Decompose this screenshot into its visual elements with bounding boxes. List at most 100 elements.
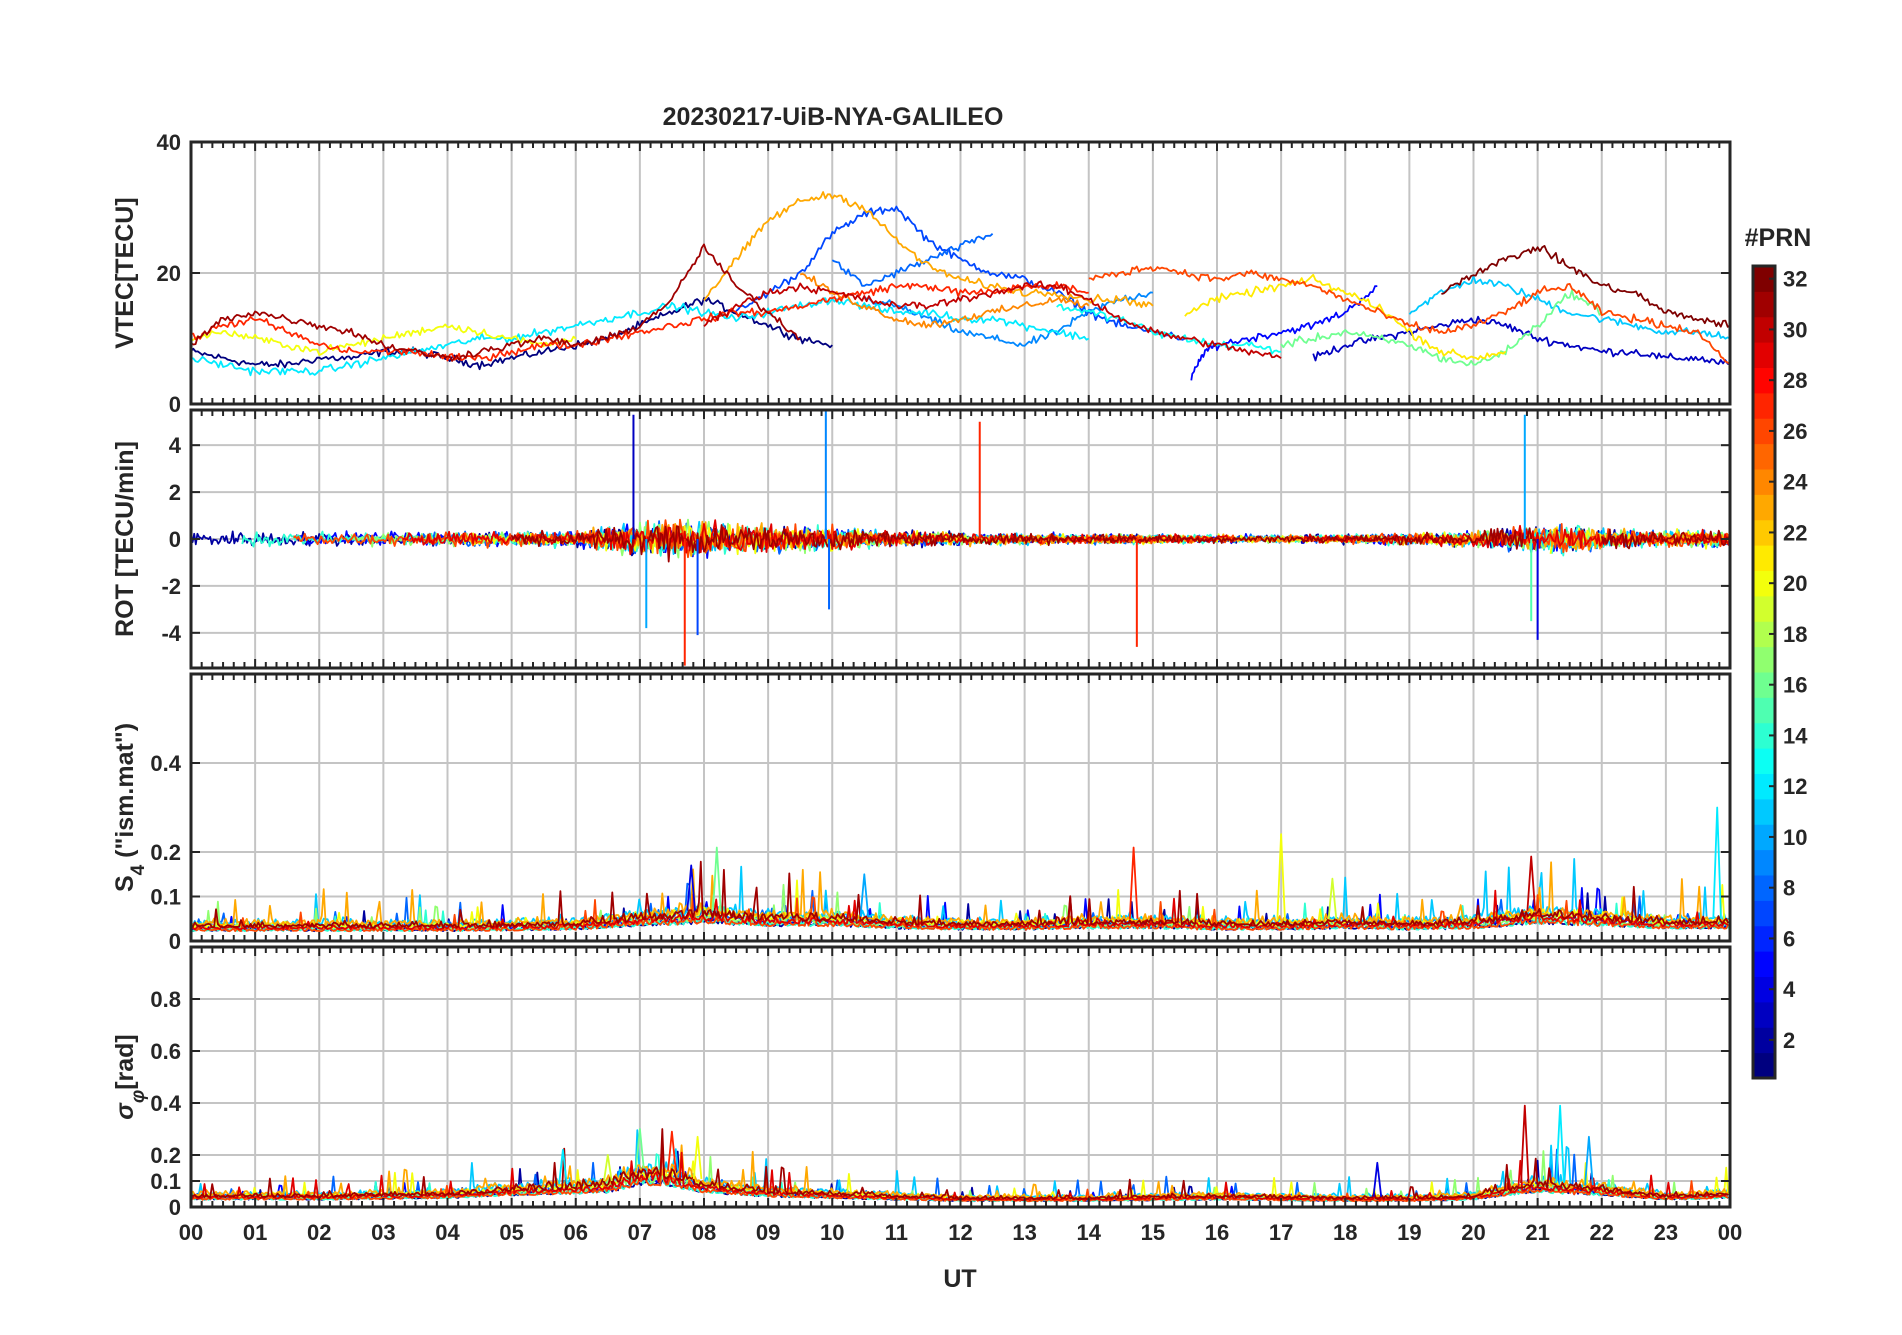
x-tick-label: 00 bbox=[179, 1220, 203, 1245]
colorbar-label: #PRN bbox=[1745, 224, 1812, 252]
s4-y-tick-label: 0.4 bbox=[150, 751, 181, 776]
colorbar-band bbox=[1753, 316, 1775, 343]
x-axis: UT 00 01 02 03 04 05 06 07 08 09 10 11 12 13 14 15 16 17 1… bbox=[179, 1220, 1742, 1293]
rot-series-prn-31-b bbox=[1600, 528, 1730, 550]
colorbar-band bbox=[1753, 595, 1775, 622]
x-tick-label: 14 bbox=[1077, 1220, 1102, 1245]
colorbar-tick-label: 28 bbox=[1783, 368, 1807, 393]
sigma-spike bbox=[1555, 1104, 1565, 1183]
sigma-spike bbox=[603, 1154, 613, 1182]
x-tick-label: 13 bbox=[1012, 1220, 1036, 1245]
colorbar-band bbox=[1753, 849, 1775, 876]
rot-y-tick-label: 0 bbox=[169, 527, 181, 552]
rot-series-prn-31 bbox=[510, 524, 1539, 563]
vtec-y-tick-label: 40 bbox=[157, 130, 181, 155]
x-tick-label: 00 bbox=[1718, 1220, 1742, 1245]
s4-y-tick-label: 0.1 bbox=[150, 885, 181, 910]
s4-y-tick-label: 0.2 bbox=[150, 840, 181, 865]
x-tick-label: 18 bbox=[1333, 1220, 1357, 1245]
x-tick-label: 04 bbox=[435, 1220, 460, 1245]
colorbar-frame bbox=[1751, 264, 1777, 1080]
sigma-y-tick-label: 0.2 bbox=[150, 1143, 181, 1168]
vtec-series-prn-27 bbox=[191, 281, 1089, 362]
colorbar-band bbox=[1753, 494, 1775, 521]
x-tick-label: 10 bbox=[820, 1220, 844, 1245]
x-tick-label: 15 bbox=[1141, 1220, 1165, 1245]
colorbar-band bbox=[1753, 367, 1775, 394]
rot-data bbox=[191, 410, 1730, 666]
s4-series-prn-31 bbox=[191, 860, 1729, 929]
x-tick-label: 01 bbox=[243, 1220, 267, 1245]
colorbar-tick-label: 22 bbox=[1783, 520, 1807, 545]
vtec-series-prn-5 bbox=[1190, 285, 1378, 381]
colorbar-band bbox=[1753, 621, 1775, 648]
colorbar-band bbox=[1753, 748, 1775, 774]
colorbar-band bbox=[1753, 722, 1775, 749]
rot-ticks bbox=[190, 410, 1731, 668]
x-tick-label: 06 bbox=[564, 1220, 588, 1245]
colorbar-band bbox=[1753, 798, 1775, 825]
sigma-ticks bbox=[190, 947, 1731, 1208]
colorbar-band bbox=[1753, 976, 1775, 1003]
colorbar-tick-label: 18 bbox=[1783, 622, 1807, 647]
colorbar-band bbox=[1753, 1052, 1775, 1079]
colorbar-band bbox=[1753, 443, 1775, 470]
colorbar-band bbox=[1753, 469, 1775, 495]
x-tick-label: 21 bbox=[1525, 1220, 1549, 1245]
s4-spike bbox=[1327, 877, 1338, 920]
vtec-data bbox=[191, 191, 1730, 381]
vtec-grid bbox=[190, 141, 1731, 405]
colorbar-tick-label: 6 bbox=[1783, 926, 1795, 951]
vtec-series-prn-30 bbox=[703, 280, 1282, 359]
colorbar-band bbox=[1753, 291, 1775, 318]
colorbar-band bbox=[1753, 646, 1775, 673]
colorbar-tick-label: 8 bbox=[1783, 876, 1795, 901]
x-tick-label: 08 bbox=[692, 1220, 716, 1245]
vtec-series-prn-24 bbox=[799, 272, 1090, 329]
rot-y-tick-label: -4 bbox=[161, 621, 181, 646]
colorbar-tick-label: 26 bbox=[1783, 419, 1807, 444]
vtec-series-prn-31 bbox=[191, 243, 801, 362]
sigma-y-tick-label: 0 bbox=[169, 1195, 181, 1220]
chart-title: 20230217-UiB-NYA-GALILEO bbox=[663, 103, 1004, 131]
vtec-y-axis-label: VTEC[TECU] bbox=[111, 197, 139, 348]
vtec-series-prn-8 bbox=[831, 233, 994, 287]
s4-spike bbox=[1276, 833, 1286, 922]
vtec-series-prn-23 bbox=[703, 191, 1154, 309]
colorbar-tick-label: 4 bbox=[1783, 977, 1796, 1002]
rot-y-tick-label: 2 bbox=[169, 480, 181, 505]
s4-spike bbox=[859, 873, 870, 917]
colorbar-band bbox=[1753, 545, 1775, 571]
x-tick-label: 17 bbox=[1269, 1220, 1293, 1245]
colorbar-tick-label: 12 bbox=[1783, 774, 1807, 799]
colorbar-band bbox=[1753, 342, 1775, 368]
colorbar-tick-label: 30 bbox=[1783, 317, 1807, 342]
vtec-y-tick-label: 0 bbox=[169, 392, 181, 417]
vtec-series-prn-3 bbox=[1312, 315, 1730, 366]
x-tick-label: 22 bbox=[1590, 1220, 1614, 1245]
rot-y-tick-label: 4 bbox=[169, 433, 182, 458]
colorbar-tick-label: 24 bbox=[1783, 470, 1808, 495]
vtec-series-prn-12 bbox=[191, 297, 1090, 377]
vtec-y-tick-label: 20 bbox=[157, 261, 181, 286]
colorbar-band bbox=[1753, 925, 1775, 952]
rot-y-axis-label: ROT [TECU/min] bbox=[111, 441, 139, 637]
x-tick-label: 16 bbox=[1205, 1220, 1229, 1245]
colorbar-band bbox=[1753, 697, 1775, 724]
sigma-y-tick-label: 0.1 bbox=[150, 1169, 181, 1194]
s4-y-tick-label: 0 bbox=[169, 929, 181, 954]
s4-grid bbox=[190, 674, 1731, 942]
vtec-series-prn-1 bbox=[191, 297, 833, 371]
s4-y-axis-label: S4 ("ism.mat") bbox=[111, 723, 149, 892]
s4-data bbox=[191, 806, 1729, 933]
colorbar-band bbox=[1753, 418, 1775, 445]
x-tick-label: 07 bbox=[628, 1220, 652, 1245]
x-tick-label: 03 bbox=[371, 1220, 395, 1245]
x-tick-label: 11 bbox=[885, 1220, 908, 1245]
colorbar-tick-label: 14 bbox=[1783, 723, 1808, 748]
colorbar-tick-label: 20 bbox=[1783, 571, 1807, 596]
sigma-y-axis-label: σφ[rad] bbox=[111, 1034, 149, 1120]
sigma-y-tick-label: 0.8 bbox=[150, 987, 181, 1012]
